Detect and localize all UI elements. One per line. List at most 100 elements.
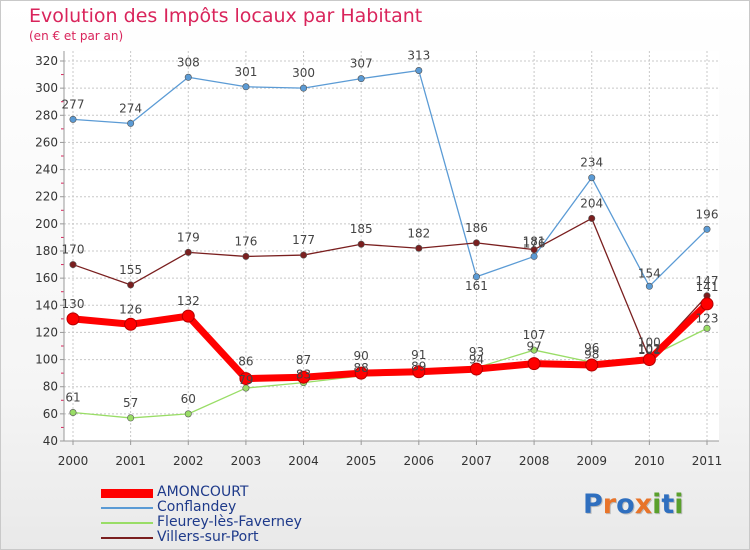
data-point bbox=[69, 261, 77, 269]
y-tick-label: 120 bbox=[35, 325, 58, 339]
data-label: 176 bbox=[234, 234, 257, 248]
logo-letter: r bbox=[602, 489, 617, 520]
data-point bbox=[239, 372, 253, 386]
data-point bbox=[181, 309, 195, 323]
data-label: 88 bbox=[354, 361, 369, 375]
data-label: 87 bbox=[296, 353, 311, 367]
data-label: 234 bbox=[580, 156, 603, 170]
data-label: 308 bbox=[177, 55, 200, 69]
logo-letter: t bbox=[661, 489, 675, 520]
data-point bbox=[66, 312, 80, 326]
data-label: 170 bbox=[62, 243, 85, 257]
x-tick-label: 2009 bbox=[576, 454, 607, 468]
data-label: 130 bbox=[62, 297, 85, 311]
logo-letter: i bbox=[652, 489, 662, 520]
data-label: 196 bbox=[696, 207, 719, 221]
y-tick-label: 180 bbox=[35, 244, 58, 258]
data-label: 94 bbox=[469, 353, 484, 367]
data-label: 126 bbox=[119, 302, 142, 316]
data-label: 186 bbox=[465, 221, 488, 235]
data-label: 300 bbox=[292, 66, 315, 80]
data-point bbox=[415, 67, 423, 75]
legend-label: Conflandey bbox=[157, 499, 237, 515]
x-tick-label: 2001 bbox=[115, 454, 146, 468]
y-tick-label: 160 bbox=[35, 271, 58, 285]
data-label: 182 bbox=[407, 226, 430, 240]
data-point bbox=[242, 252, 250, 260]
x-tick-label: 2008 bbox=[519, 454, 550, 468]
legend-label: Villers-sur-Port bbox=[157, 529, 259, 545]
data-label: 274 bbox=[119, 101, 142, 115]
y-tick-label: 320 bbox=[35, 54, 58, 68]
data-label: 161 bbox=[465, 279, 488, 293]
data-label: 100 bbox=[638, 336, 661, 350]
data-label: 132 bbox=[177, 294, 200, 308]
chart-subtitle: (en € et par an) bbox=[29, 29, 124, 43]
data-point bbox=[69, 408, 77, 416]
data-label: 179 bbox=[177, 230, 200, 244]
data-point bbox=[354, 366, 368, 380]
data-point bbox=[469, 362, 483, 376]
y-tick-label: 100 bbox=[35, 353, 58, 367]
data-point bbox=[127, 414, 135, 422]
series-line-villers-sur-port bbox=[72, 217, 708, 359]
y-tick-label: 140 bbox=[35, 298, 58, 312]
data-label: 107 bbox=[523, 328, 546, 342]
data-label: 90 bbox=[354, 349, 369, 363]
data-label: 86 bbox=[238, 355, 253, 369]
data-label: 141 bbox=[696, 280, 719, 294]
data-point bbox=[472, 239, 480, 247]
data-point bbox=[127, 281, 135, 289]
x-tick-label: 2004 bbox=[288, 454, 319, 468]
data-point bbox=[585, 358, 599, 372]
data-point bbox=[588, 174, 596, 182]
series-line-amoncourt bbox=[72, 301, 710, 383]
x-tick-label: 2005 bbox=[346, 454, 377, 468]
data-point bbox=[415, 244, 423, 252]
data-point bbox=[300, 84, 308, 92]
data-label: 89 bbox=[411, 360, 426, 374]
data-point bbox=[530, 252, 538, 260]
data-point bbox=[703, 225, 711, 233]
data-point bbox=[530, 346, 538, 354]
series-line-conflandey bbox=[72, 69, 708, 287]
data-label: 97 bbox=[526, 340, 541, 354]
data-point bbox=[297, 370, 311, 384]
x-tick-label: 2006 bbox=[404, 454, 435, 468]
data-label: 177 bbox=[292, 233, 315, 247]
y-tick-label: 260 bbox=[35, 135, 58, 149]
data-label: 60 bbox=[181, 392, 196, 406]
x-tick-label: 2000 bbox=[58, 454, 89, 468]
data-label: 277 bbox=[62, 97, 85, 111]
x-tick-label: 2002 bbox=[173, 454, 204, 468]
y-tick-label: 200 bbox=[35, 217, 58, 231]
data-label: 154 bbox=[638, 266, 661, 280]
chart-title: Evolution des Impôts locaux par Habitant bbox=[29, 5, 423, 27]
y-tick-label: 80 bbox=[43, 380, 58, 394]
data-label: 176 bbox=[523, 236, 546, 250]
legend-swatch bbox=[101, 507, 153, 509]
proxiti-logo: Proxiti bbox=[583, 489, 684, 520]
data-label: 61 bbox=[65, 391, 80, 405]
data-label: 102 bbox=[638, 342, 661, 356]
data-point bbox=[530, 246, 538, 254]
data-point bbox=[184, 410, 192, 418]
data-point bbox=[642, 353, 656, 367]
data-point bbox=[645, 282, 653, 290]
data-point bbox=[69, 115, 77, 123]
data-label: 79 bbox=[238, 373, 253, 387]
legend-swatch bbox=[101, 522, 153, 524]
y-tick-label: 220 bbox=[35, 190, 58, 204]
data-label: 155 bbox=[119, 263, 142, 277]
y-tick-label: 300 bbox=[35, 81, 58, 95]
data-point bbox=[527, 357, 541, 371]
data-point bbox=[184, 248, 192, 256]
data-label: 204 bbox=[580, 196, 603, 210]
data-point bbox=[242, 83, 250, 91]
data-label: 96 bbox=[584, 341, 599, 355]
logo-letter: P bbox=[583, 489, 603, 520]
y-tick-label: 60 bbox=[43, 407, 58, 421]
legend-swatch bbox=[101, 489, 153, 498]
data-label: 123 bbox=[696, 311, 719, 325]
data-label: 185 bbox=[350, 222, 373, 236]
